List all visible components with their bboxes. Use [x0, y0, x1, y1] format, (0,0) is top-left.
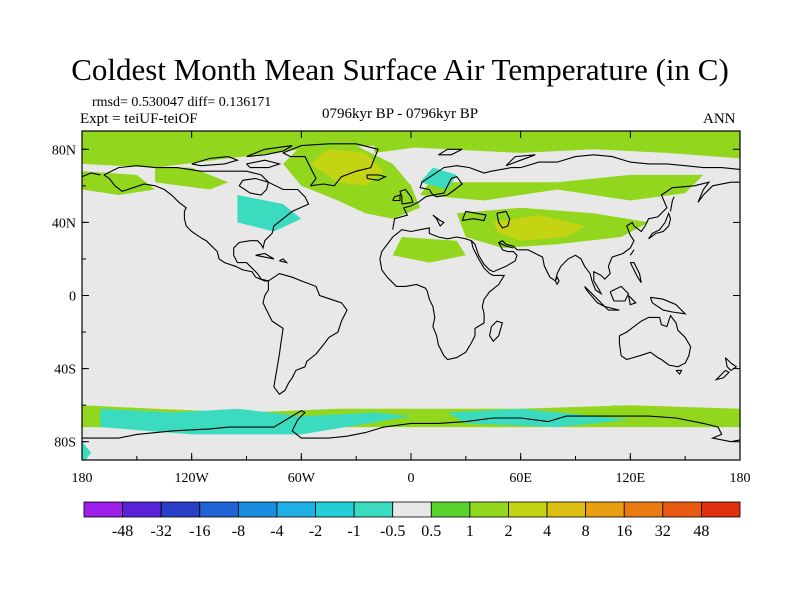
lon-tick-label: 60E [509, 471, 532, 486]
colorbar-swatch [354, 502, 393, 517]
colorbar-swatch [200, 502, 239, 517]
colorbar-label: 48 [693, 523, 709, 540]
colorbar-swatch [393, 502, 432, 517]
colorbar-label: -4 [270, 523, 283, 540]
lat-tick-label: 0 [69, 290, 76, 305]
colorbar-label: -0.5 [380, 523, 405, 540]
colorbar-swatch [123, 502, 162, 517]
colorbar: -48 -32 -16 -8 -4 -2 -1 -0.5 0.5 1 2 4 8 16 32 48 [84, 502, 740, 540]
colorbar-swatch [84, 502, 123, 517]
lat-tick-label: 40S [54, 363, 76, 378]
colorbar-label: 1 [466, 523, 474, 540]
colorbar-swatch [547, 502, 586, 517]
lat-tick-label: 80N [52, 143, 76, 158]
colorbar-label: -48 [112, 523, 133, 540]
colorbar-swatch [238, 502, 277, 517]
lon-tick-label: 180 [72, 471, 93, 486]
colorbar-label: 4 [543, 523, 551, 540]
lon-tick-label: 120E [616, 471, 646, 486]
lon-tick-label: 120W [175, 471, 210, 486]
colorbar-swatch [277, 502, 316, 517]
colorbar-label: -16 [189, 523, 210, 540]
colorbar-swatch [586, 502, 625, 517]
colorbar-label: 32 [655, 523, 671, 540]
lat-tick-label: 40N [52, 216, 76, 231]
colorbar-swatch [624, 502, 663, 517]
colorbar-swatch [470, 502, 509, 517]
colorbar-label: 16 [616, 523, 632, 540]
colorbar-label: 0.5 [421, 523, 441, 540]
colorbar-label: -2 [309, 523, 322, 540]
colorbar-label: -8 [232, 523, 245, 540]
map-plot-area [82, 131, 740, 460]
lat-tick-label: 80S [54, 436, 76, 451]
colorbar-label: -1 [347, 523, 360, 540]
lon-tick-label: 180 [730, 471, 751, 486]
colorbar-swatch [663, 502, 702, 517]
colorbar-swatch [431, 502, 470, 517]
map-figure: 80N40N040S80S180 120W 60W 0 60E 120E 180 -48 -3… [0, 0, 800, 600]
colorbar-label: -32 [151, 523, 172, 540]
colorbar-label: 2 [505, 523, 513, 540]
lon-tick-label: 60W [288, 471, 316, 486]
colorbar-swatch [316, 502, 355, 517]
colorbar-swatch [161, 502, 200, 517]
colorbar-label: 8 [582, 523, 590, 540]
colorbar-swatch [701, 502, 740, 517]
lon-tick-label: 0 [408, 471, 415, 486]
colorbar-swatch [508, 502, 547, 517]
